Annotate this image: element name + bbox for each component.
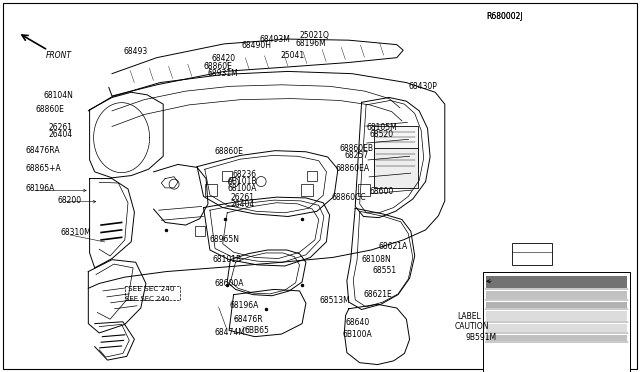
Bar	[301, 185, 313, 196]
Text: 26261: 26261	[48, 123, 72, 132]
Text: 26404: 26404	[230, 200, 255, 209]
Text: 68860CC: 68860CC	[332, 193, 366, 202]
Text: 68860EA: 68860EA	[336, 164, 370, 173]
Bar	[358, 185, 369, 196]
Text: LABEL: LABEL	[458, 312, 481, 321]
Bar	[486, 302, 627, 308]
Text: 68196A: 68196A	[26, 185, 55, 193]
Text: 68101B: 68101B	[212, 255, 242, 264]
Bar	[486, 276, 627, 288]
Text: CAUTION: CAUTION	[454, 322, 489, 331]
Text: 25041: 25041	[280, 51, 305, 60]
Text: 68621E: 68621E	[364, 290, 392, 299]
Text: 68104N: 68104N	[44, 92, 74, 100]
Text: R680002J: R680002J	[486, 12, 523, 21]
Text: 68420: 68420	[211, 54, 236, 63]
Text: 68931M: 68931M	[208, 69, 239, 78]
Text: 68105M: 68105M	[366, 123, 397, 132]
Text: 68100A: 68100A	[227, 185, 257, 193]
Bar	[486, 324, 627, 332]
Text: 9B591M: 9B591M	[466, 333, 497, 342]
Text: 68860E: 68860E	[204, 62, 232, 71]
Text: 68865+A: 68865+A	[26, 164, 61, 173]
Text: 68600: 68600	[370, 187, 394, 196]
Bar	[512, 243, 552, 265]
Text: 68108N: 68108N	[362, 255, 391, 264]
Text: 68513M: 68513M	[320, 296, 351, 305]
Text: 68257: 68257	[344, 151, 369, 160]
Text: 68520: 68520	[370, 130, 394, 139]
Text: 68493M: 68493M	[259, 35, 290, 44]
Text: 68640: 68640	[346, 318, 370, 327]
Text: 68621A: 68621A	[379, 242, 408, 251]
Text: R680002J: R680002J	[486, 12, 523, 21]
Bar	[486, 311, 627, 321]
Text: 68474M: 68474M	[214, 328, 245, 337]
Text: 68860EB: 68860EB	[339, 144, 373, 153]
Text: 68551: 68551	[372, 266, 397, 275]
Text: SEE SEC 240: SEE SEC 240	[125, 296, 169, 302]
Text: 68476R: 68476R	[234, 315, 263, 324]
Text: 68493: 68493	[124, 47, 148, 56]
Text: 68430P: 68430P	[408, 82, 437, 91]
Bar	[222, 171, 232, 180]
Text: 68200: 68200	[58, 196, 82, 205]
Bar	[125, 286, 180, 300]
Text: 68310M: 68310M	[61, 228, 92, 237]
Bar	[205, 184, 217, 196]
Text: 68860E: 68860E	[35, 105, 64, 114]
Bar	[486, 335, 627, 341]
Bar	[374, 126, 419, 171]
Bar	[486, 291, 627, 299]
Text: SEE SEC 240: SEE SEC 240	[128, 286, 175, 292]
Text: 68196M: 68196M	[296, 39, 326, 48]
Text: 6BB65: 6BB65	[244, 326, 269, 335]
Text: 68196A: 68196A	[229, 301, 259, 310]
Text: 68236: 68236	[232, 170, 257, 179]
Text: 68600A: 68600A	[214, 279, 244, 288]
Text: 26261: 26261	[230, 193, 254, 202]
Text: FRONT: FRONT	[46, 51, 72, 60]
Text: 6B101B: 6B101B	[227, 177, 257, 186]
Text: 68860E: 68860E	[214, 147, 243, 156]
Text: 68476RA: 68476RA	[26, 146, 60, 155]
Text: 68965N: 68965N	[210, 235, 240, 244]
Text: 25021Q: 25021Q	[300, 31, 330, 40]
Bar	[483, 272, 630, 372]
Text: 26404: 26404	[48, 130, 72, 139]
Bar	[307, 171, 317, 180]
Text: 68490H: 68490H	[242, 41, 272, 50]
Bar	[374, 148, 419, 188]
Text: 6B100A: 6B100A	[342, 330, 372, 339]
Bar	[195, 226, 205, 235]
